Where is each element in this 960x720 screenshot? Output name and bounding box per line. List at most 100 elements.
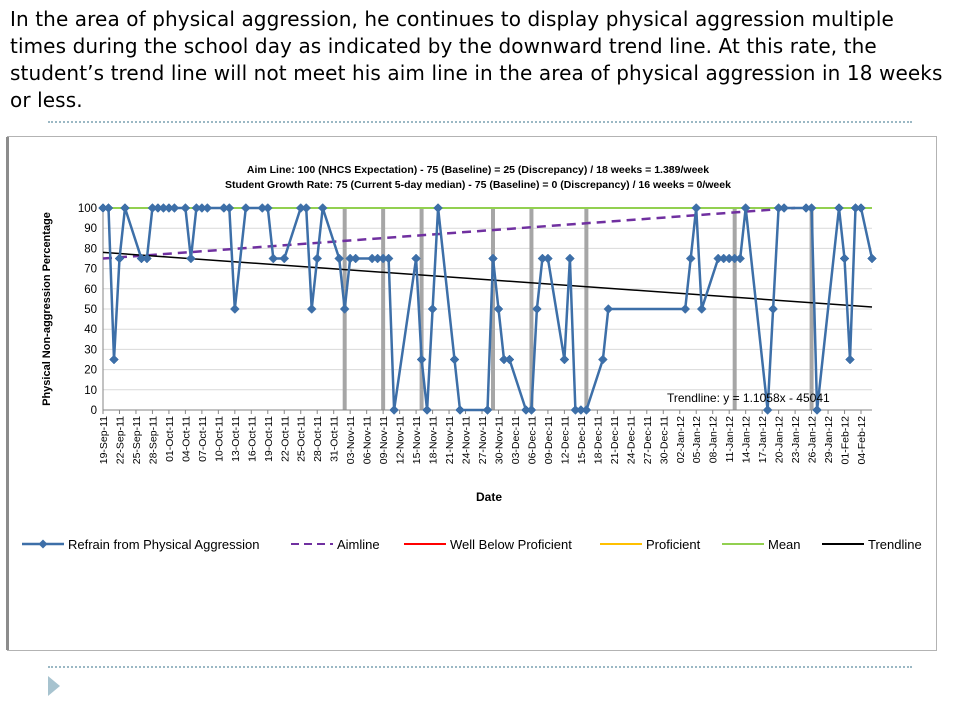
legend-label: Well Below Proficient (450, 537, 572, 552)
x-tick-label: 21-Nov-11 (444, 416, 456, 464)
y-axis-label: Physical Non-aggression Percentage (41, 212, 53, 406)
data-point-marker (186, 253, 196, 264)
data-point-marker (268, 253, 279, 264)
data-point-marker (449, 354, 460, 365)
data-point-marker (526, 405, 537, 415)
data-point-marker (202, 203, 213, 213)
x-tick-label: 09-Dec-11 (543, 416, 555, 464)
x-tick-label: 07-Oct-11 (197, 416, 209, 462)
data-point-marker (334, 253, 345, 264)
legend-label: Refrain from Physical Aggression (68, 537, 259, 552)
legend-label: Aimline (337, 537, 380, 552)
data-point-marker (680, 304, 691, 314)
x-tick-label: 28-Oct-11 (312, 416, 324, 462)
x-tick-label: 29-Jan-12 (823, 416, 835, 463)
data-point-marker (383, 253, 394, 264)
x-axis-label: Date (476, 490, 502, 504)
x-tick-label: 26-Jan-12 (807, 416, 819, 463)
data-point-marker (350, 253, 361, 264)
data-markers (98, 203, 877, 415)
data-point-marker (532, 304, 542, 314)
y-tick-labels: 0 10 20 30 40 50 60 70 80 90 100 (78, 203, 97, 417)
y-tick-label: 10 (84, 385, 97, 397)
chart-legend: Refrain from Physical Aggression Aimline W… (22, 537, 922, 552)
x-tick-label: 28-Sep-11 (147, 416, 159, 464)
x-tick-label: 15-Nov-11 (411, 416, 423, 464)
x-tick-label: 23-Jan-12 (790, 416, 802, 463)
chart-title: Aim Line: 100 (NHCS Expectation) - 75 (B… (247, 164, 709, 176)
y-tick-label: 70 (84, 264, 97, 276)
legend-label: Proficient (646, 537, 701, 552)
y-tick-label: 80 (84, 243, 97, 255)
x-tick-label: 06-Dec-11 (526, 416, 538, 464)
data-point-marker (696, 304, 707, 314)
x-tick-label: 22-Sep-11 (114, 416, 126, 464)
data-point-marker (224, 203, 235, 213)
x-tick-label: 12-Dec-11 (559, 416, 571, 464)
data-point-marker (306, 304, 317, 314)
x-tick-label: 06-Nov-11 (362, 416, 374, 464)
data-point-marker (493, 304, 504, 314)
x-tick-label: 04-Oct-11 (180, 416, 192, 462)
x-tick-label: 18-Dec-11 (592, 416, 604, 464)
data-point-marker (691, 203, 702, 213)
x-tick-label: 15-Dec-11 (576, 416, 588, 464)
x-tick-label: 17-Jan-12 (757, 416, 769, 463)
x-tick-label: 11-Jan-12 (724, 416, 736, 463)
chart-frame (6, 136, 937, 651)
data-point-marker (120, 203, 130, 213)
y-tick-label: 60 (84, 284, 97, 296)
data-point-marker (114, 253, 125, 264)
data-point-marker (779, 203, 789, 213)
data-point-marker (416, 354, 427, 365)
data-point-marker (762, 405, 773, 415)
data-point-marker (839, 253, 850, 264)
data-point-marker (685, 253, 696, 264)
data-point-marker (262, 203, 273, 213)
data-point-marker (422, 405, 432, 415)
legend-label: Trendline (868, 537, 922, 552)
data-point-marker (142, 253, 152, 264)
data-point-marker (339, 304, 350, 314)
x-tick-label: 30-Nov-11 (493, 416, 505, 464)
data-point-marker (806, 203, 817, 213)
legend-marker-diamond (38, 539, 48, 549)
x-tick-label: 04-Feb-12 (856, 416, 868, 465)
data-point-marker (103, 203, 114, 213)
x-tick-labels: 19-Sep-11 22-Sep-11 25-Sep-11 28-Sep-11 01-O… (98, 416, 868, 465)
data-point-marker (559, 354, 570, 365)
x-tick-label: 25-Oct-11 (296, 416, 308, 462)
data-point-marker (109, 354, 119, 365)
x-tick-label: 18-Nov-11 (428, 416, 440, 464)
chart-frame-edge (6, 137, 9, 650)
data-point-marker (603, 304, 614, 314)
data-point-marker (867, 253, 877, 264)
x-tick-label: 14-Jan-12 (741, 416, 753, 463)
data-point-marker (834, 203, 844, 213)
data-point-marker (768, 304, 778, 314)
x-tick-label: 02-Jan-12 (675, 416, 687, 463)
data-point-marker (427, 304, 438, 314)
legend-label: Mean (768, 537, 801, 552)
x-tick-label: 10-Oct-11 (213, 416, 225, 462)
x-tick-label: 09-Nov-11 (378, 416, 390, 464)
data-point-marker (301, 203, 312, 213)
x-tick-label: 01-Oct-11 (164, 416, 176, 462)
x-tick-label: 25-Sep-11 (131, 416, 143, 464)
bullet-arrow-icon (48, 676, 60, 696)
data-point-marker (845, 354, 855, 365)
x-tick-label: 03-Dec-11 (510, 416, 522, 464)
data-point-marker (229, 304, 240, 314)
trendline-annotation: Trendline: y = 1.1058x - 45041 (667, 391, 830, 405)
data-point-marker (735, 253, 746, 264)
data-point-marker (504, 354, 515, 365)
x-tick-label: 19-Oct-11 (263, 416, 275, 462)
data-point-marker (455, 405, 465, 415)
data-point-marker (482, 405, 493, 415)
x-tick-label: 30-Dec-11 (658, 416, 670, 464)
data-point-marker (312, 253, 323, 264)
data-point-marker (597, 354, 608, 365)
x-tick-label: 13-Oct-11 (230, 416, 242, 462)
y-tick-label: 100 (78, 203, 97, 215)
